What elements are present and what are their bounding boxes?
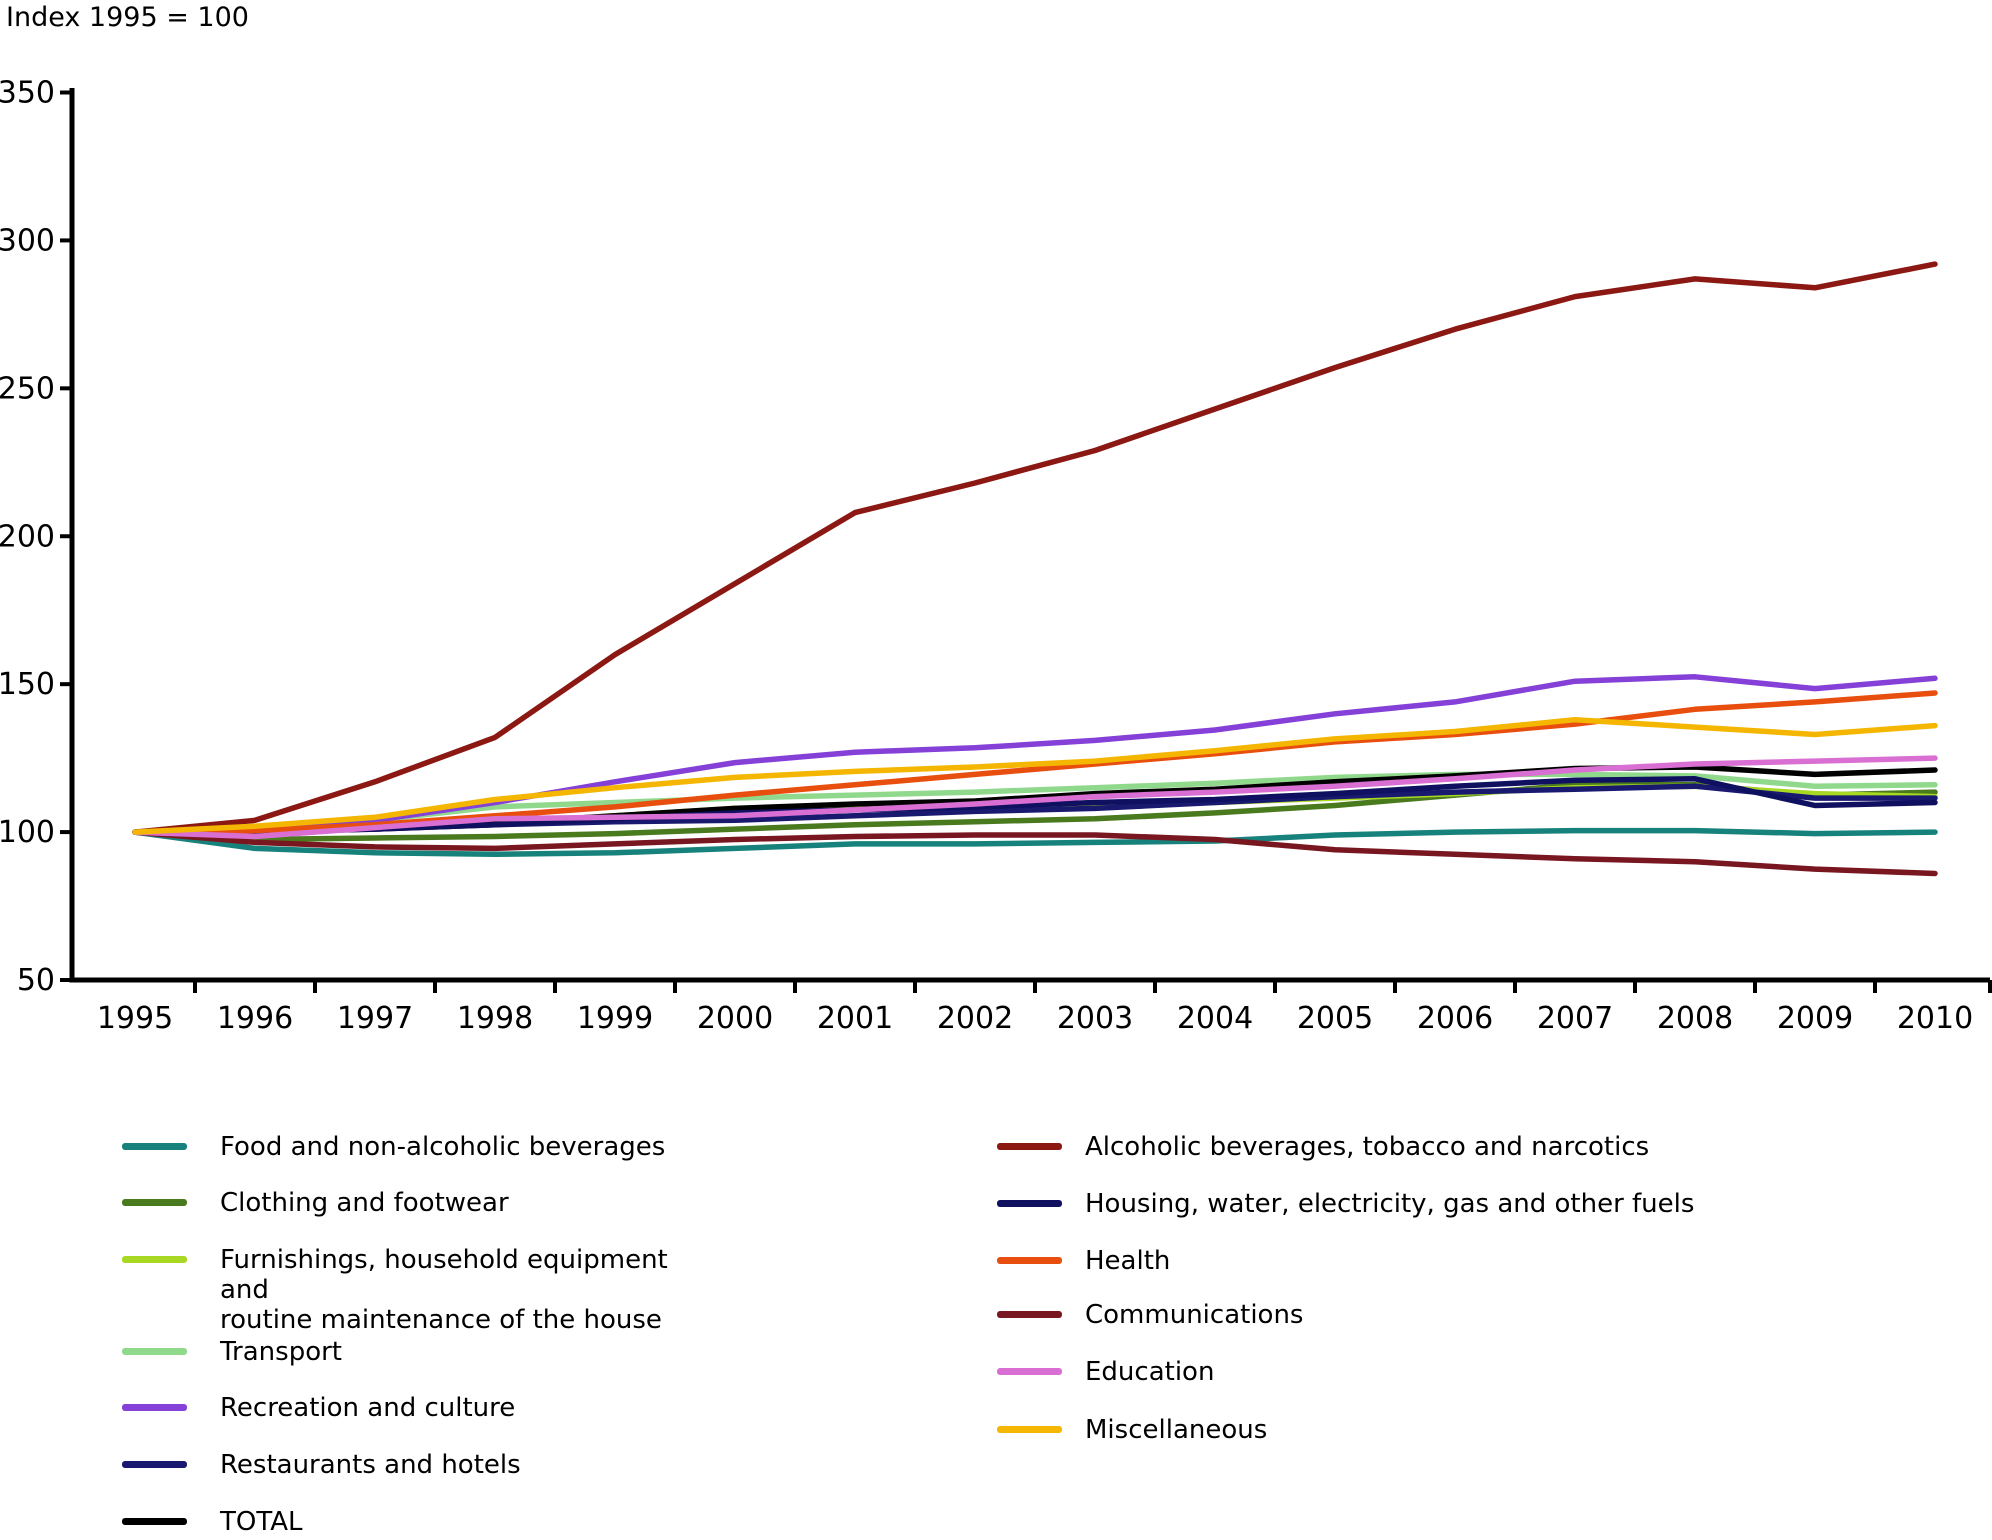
legend-swatch-food-and-non-alcoholic-beverages xyxy=(122,1143,187,1150)
legend-item-education: Education xyxy=(997,1357,1214,1387)
series-line-food-and-non-alcoholic-beverages xyxy=(132,827,1938,858)
legend-label-furnishings-household-equipment-and-routine-maintenance-of-the-house: Furnishings, household equipment and rou… xyxy=(220,1245,668,1335)
legend-label-alcoholic-beverages-tobacco-and-narcotics: Alcoholic beverages, tobacco and narcoti… xyxy=(1085,1132,1650,1162)
legend-label-education: Education xyxy=(1085,1357,1215,1387)
y-tick-label: 300 xyxy=(0,223,55,258)
x-tick-label: 1999 xyxy=(577,1001,653,1036)
y-tick-label: 200 xyxy=(0,519,55,554)
legend-label-housing-water-electricity-gas-and-other-fuels: Housing, water, electricity, gas and oth… xyxy=(1085,1189,1695,1219)
legend-swatch-clothing-and-footwear xyxy=(122,1199,187,1206)
legend-item-total: TOTAL xyxy=(122,1507,302,1537)
y-tick-label: 100 xyxy=(0,815,55,850)
x-tick-label: 2000 xyxy=(697,1001,773,1036)
legend-item-communications: Communications xyxy=(997,1300,1303,1330)
chart-title: Index 1995 = 100 xyxy=(6,2,249,33)
legend-swatch-restaurants-and-hotels xyxy=(122,1461,187,1468)
legend-swatch-health xyxy=(997,1257,1062,1264)
y-tick-label: 50 xyxy=(17,963,55,998)
legend-swatch-transport xyxy=(122,1348,187,1355)
legend-label-total: TOTAL xyxy=(220,1507,303,1537)
legend-item-restaurants-and-hotels: Restaurants and hotels xyxy=(122,1450,521,1480)
series-line-communications xyxy=(132,829,1938,877)
x-tick-label: 1998 xyxy=(457,1001,533,1036)
legend-item-transport: Transport xyxy=(122,1337,342,1367)
x-tick-label: 1995 xyxy=(97,1001,173,1036)
x-tick-label: 1996 xyxy=(217,1001,293,1036)
x-tick-label: 2003 xyxy=(1057,1001,1133,1036)
legend-item-health: Health xyxy=(997,1246,1170,1276)
legend-swatch-miscellaneous xyxy=(997,1426,1062,1433)
legend-label-transport: Transport xyxy=(220,1337,343,1367)
series-line-housing-water-electricity-gas-and-other-fuels xyxy=(132,776,1938,835)
legend-swatch-furnishings-household-equipment-and-routine-maintenance-of-the-house xyxy=(122,1256,187,1263)
legend-label-clothing-and-footwear: Clothing and footwear xyxy=(220,1188,509,1218)
legend-item-housing-water-electricity-gas-and-other-fuels: Housing, water, electricity, gas and oth… xyxy=(997,1189,1694,1219)
legend-item-alcoholic-beverages-tobacco-and-narcotics: Alcoholic beverages, tobacco and narcoti… xyxy=(997,1132,1649,1162)
legend-label-miscellaneous: Miscellaneous xyxy=(1085,1415,1268,1445)
y-tick-label: 150 xyxy=(0,667,55,702)
legend-label-food-and-non-alcoholic-beverages: Food and non-alcoholic beverages xyxy=(220,1132,666,1162)
legend-swatch-alcoholic-beverages-tobacco-and-narcotics xyxy=(997,1143,1062,1150)
legend-swatch-housing-water-electricity-gas-and-other-fuels xyxy=(997,1200,1062,1207)
x-tick-label: 2010 xyxy=(1897,1001,1973,1036)
legend-swatch-recreation-and-culture xyxy=(122,1404,187,1411)
series-line-health xyxy=(132,690,1938,835)
legend-item-food-and-non-alcoholic-beverages: Food and non-alcoholic beverages xyxy=(122,1132,665,1162)
x-tick-label: 2002 xyxy=(937,1001,1013,1036)
series-line-education xyxy=(132,755,1938,840)
y-tick-label: 350 xyxy=(0,76,55,111)
legend-label-communications: Communications xyxy=(1085,1300,1304,1330)
series-line-miscellaneous xyxy=(132,716,1938,835)
legend-swatch-communications xyxy=(997,1311,1062,1318)
x-tick-label: 2001 xyxy=(817,1001,893,1036)
x-tick-label: 2005 xyxy=(1297,1001,1373,1036)
legend-item-clothing-and-footwear: Clothing and footwear xyxy=(122,1188,509,1218)
x-tick-label: 1997 xyxy=(337,1001,413,1036)
series-line-alcoholic-beverages-tobacco-and-narcotics xyxy=(132,261,1938,835)
x-tick-label: 2006 xyxy=(1417,1001,1493,1036)
legend-swatch-education xyxy=(997,1368,1062,1375)
y-tick-label: 250 xyxy=(0,371,55,406)
legend-swatch-total xyxy=(122,1518,187,1525)
series-line-recreation-and-culture xyxy=(132,674,1938,835)
x-tick-label: 2004 xyxy=(1177,1001,1253,1036)
x-tick-label: 2008 xyxy=(1657,1001,1733,1036)
legend-item-recreation-and-culture: Recreation and culture xyxy=(122,1393,515,1423)
legend-label-restaurants-and-hotels: Restaurants and hotels xyxy=(220,1450,521,1480)
x-tick-label: 2009 xyxy=(1777,1001,1853,1036)
legend-item-miscellaneous: Miscellaneous xyxy=(997,1415,1267,1445)
legend-label-recreation-and-culture: Recreation and culture xyxy=(220,1393,516,1423)
x-tick-label: 2007 xyxy=(1537,1001,1613,1036)
legend-label-health: Health xyxy=(1085,1246,1171,1276)
legend-item-furnishings-household-equipment-and-routine-maintenance-of-the-house: Furnishings, household equipment and rou… xyxy=(122,1245,700,1335)
